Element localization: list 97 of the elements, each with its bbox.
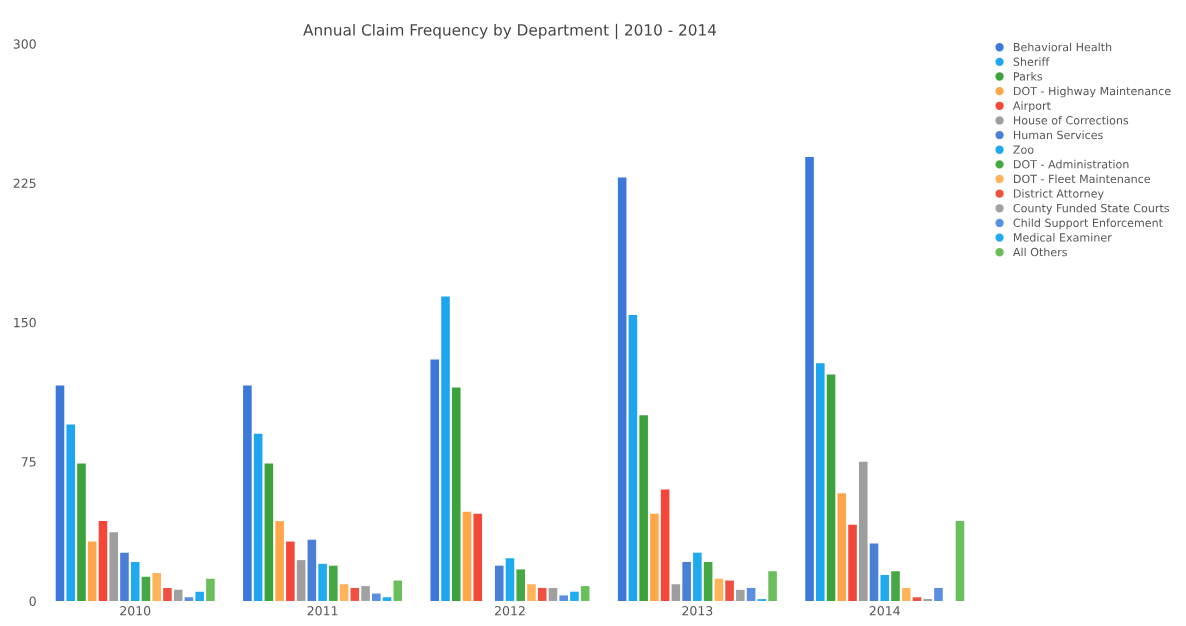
bar [264,463,274,601]
bar [441,296,450,601]
y-tick-label: 75 [21,457,36,467]
bar [141,576,151,601]
bar [120,552,129,601]
bar [736,589,745,601]
bar [682,561,691,601]
legend-label: District Attorney [1013,189,1104,200]
bar [837,493,847,601]
legend-label: Medical Examiner [1013,233,1112,242]
bar [163,587,172,601]
bar [527,584,536,601]
bar [372,593,381,601]
bar [650,513,659,601]
bar [87,541,97,601]
bar [109,532,119,601]
bar [912,597,922,601]
legend-label: Airport [1012,101,1051,112]
legend-label: Child Support Enforcement [1013,218,1163,230]
legend-label: Zoo [1013,145,1034,154]
bar [660,489,670,601]
bar [339,584,349,601]
legend-label: Parks [1013,71,1043,81]
bar [955,521,965,601]
bar [869,543,879,601]
bar [430,359,440,601]
bar [548,587,558,601]
bar [329,565,338,601]
bar [206,578,215,601]
y-tick-label: 150 [14,317,36,328]
bar [173,589,183,601]
bar [253,433,263,601]
bar [768,571,777,601]
bar [858,461,868,601]
bar [826,374,836,601]
bar [55,385,65,601]
y-tick-label: 0 [29,596,36,606]
bar [537,587,547,601]
bar [580,586,590,601]
legend-label: Behavioral Health [1013,42,1112,52]
bar [703,561,713,601]
bar [393,580,403,601]
bar [473,513,483,601]
bar [505,558,515,601]
bar [746,587,756,601]
bar [318,563,327,601]
bar [152,573,161,601]
bar [848,524,857,601]
bar [451,387,461,601]
x-tick-label: 2010 [120,606,151,616]
bar [570,591,579,601]
legend-label: County Funded State Courts [1013,203,1170,215]
y-tick-label: 225 [13,178,36,189]
bar [816,363,825,601]
x-tick-label: 2014 [869,606,900,616]
legend-label: DOT - Administration [1013,159,1129,169]
legend-label: DOT - Highway Maintenance [1013,86,1171,98]
bar [130,561,140,601]
bar [98,521,108,601]
legend-label: Human Services [1013,130,1103,140]
bar [671,584,681,601]
bar [805,157,814,601]
bar [243,385,252,601]
bar [382,597,392,601]
bar [693,552,702,601]
legend-label: All Others [1012,247,1067,257]
x-tick-label: 2012 [494,606,525,616]
bar [725,580,734,601]
bar [628,314,638,601]
x-tick-label: 2011 [307,606,338,616]
bar [714,578,724,601]
bar [296,560,306,601]
bar [77,463,86,601]
bar [559,595,568,601]
bar [880,574,890,601]
chart-title: Annual Claim Frequency by Department | 2010 - 2014 [303,23,717,40]
bar [286,541,295,601]
y-tick-label: 300 [13,39,36,49]
bar [184,597,194,601]
x-tick-label: 2013 [682,606,713,616]
legend-label: DOT - Fleet Maintenance [1013,174,1151,184]
bar [891,571,900,601]
bar [516,569,526,601]
bar [494,565,504,601]
bar [639,415,648,601]
bar [617,177,627,601]
bar [307,539,317,601]
legend-label: Sheriff [1013,57,1050,66]
bar [901,587,911,601]
bar [361,586,370,601]
bar [350,587,360,601]
bar [462,511,472,601]
bar [66,424,76,601]
bar [934,587,943,601]
legend-label: House of Corrections [1013,115,1129,125]
bar [195,591,204,601]
bar [275,521,284,601]
